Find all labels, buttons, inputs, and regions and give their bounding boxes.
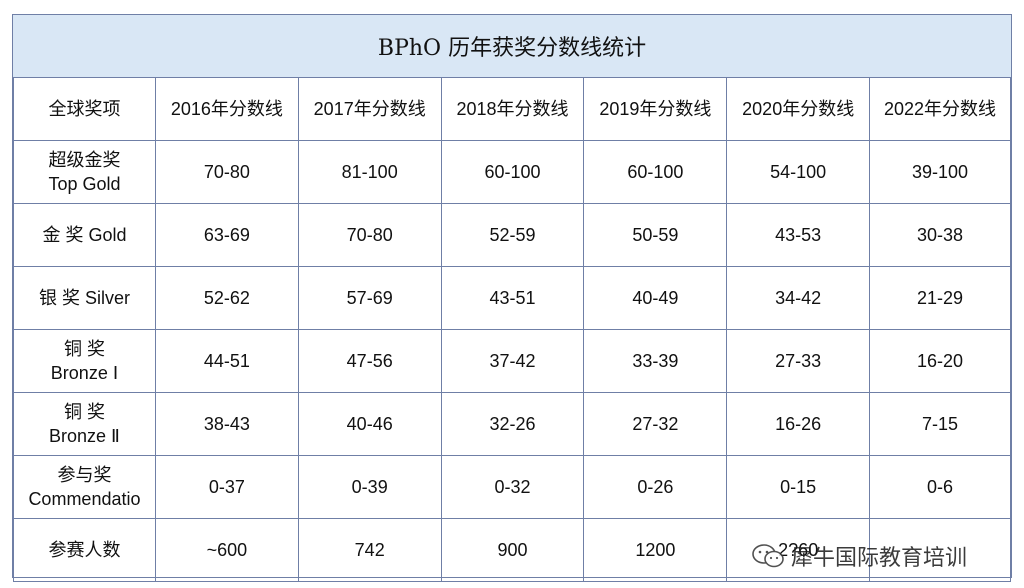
table-cell: 16-20 <box>869 329 1011 393</box>
table-title: BPhO 历年获奖分数线统计 <box>13 15 1011 78</box>
table-cell: 38-43 <box>154 392 299 456</box>
row-label: 铜 奖 Bronze Ⅱ <box>13 392 156 456</box>
column-header: 2022年分数线 <box>869 77 1011 141</box>
column-header: 2019年分数线 <box>583 77 728 141</box>
table-cell: 60-100 <box>440 140 585 204</box>
table-cell: 50-59 <box>583 203 728 267</box>
table-cell: 1200 <box>583 518 728 582</box>
table-row: 超级金奖 Top Gold 70-80 81-100 60-100 60-100 54-1… <box>13 140 1011 204</box>
table-cell: 52-62 <box>154 266 299 330</box>
table-cell: 16-26 <box>726 392 871 456</box>
table-cell: 742 <box>297 518 442 582</box>
row-label: 银 奖 Silver <box>13 266 156 330</box>
row-label-text: 超级金奖 Top Gold <box>48 149 121 194</box>
row-label-text: 银 奖 Silver <box>38 287 130 308</box>
table-cell: 39-100 <box>869 140 1011 204</box>
column-header: 2020年分数线 <box>726 77 871 141</box>
table-cell: 0-39 <box>297 455 442 519</box>
table-cell: 54-100 <box>726 140 871 204</box>
watermark: 犀牛国际教育培训 <box>751 540 967 572</box>
row-label-text: 参与奖 Commendatio <box>28 464 141 509</box>
table-cell: 60-100 <box>583 140 728 204</box>
table-cell: 900 <box>440 518 585 582</box>
row-label: 金 奖 Gold <box>13 203 156 267</box>
table-cell: 34-42 <box>726 266 871 330</box>
column-header: 2018年分数线 <box>440 77 585 141</box>
table-row: 参与奖 Commendatio 0-37 0-39 0-32 0-26 0-15 0-6 <box>13 455 1011 519</box>
table-cell: 0-32 <box>440 455 585 519</box>
table-cell: 81-100 <box>297 140 442 204</box>
row-label-text: 铜 奖 Bronze Ⅰ <box>50 338 119 383</box>
table-cell: 7-15 <box>869 392 1011 456</box>
row-label: 超级金奖 Top Gold <box>13 140 156 204</box>
row-label-text: 金 奖 Gold <box>42 224 127 245</box>
wechat-icon <box>752 544 784 568</box>
score-table: 全球奖项 2016年分数线 2017年分数线 2018年分数线 2019年分数线… <box>13 77 1011 582</box>
table-cell: 52-59 <box>440 203 585 267</box>
score-table-frame: BPhO 历年获奖分数线统计 全球奖项 2016年分数线 2017年分数线 20… <box>12 14 1012 582</box>
table-row: 铜 奖 Bronze Ⅱ 38-43 40-46 32-26 27-32 16-26 7-1… <box>13 392 1011 456</box>
table-cell: 0-26 <box>583 455 728 519</box>
table-cell: ~600 <box>154 518 299 582</box>
table-cell: 43-53 <box>726 203 871 267</box>
table-cell: 63-69 <box>154 203 299 267</box>
table-cell: 57-69 <box>297 266 442 330</box>
row-label: 参与奖 Commendatio <box>13 455 156 519</box>
table-cell: 40-49 <box>583 266 728 330</box>
table-cell: 43-51 <box>440 266 585 330</box>
table-cell: 21-29 <box>869 266 1011 330</box>
row-label-text: 参赛人数 <box>48 539 121 560</box>
table-cell: 37-42 <box>440 329 585 393</box>
table-cell: 0-6 <box>869 455 1011 519</box>
table-cell: 27-32 <box>583 392 728 456</box>
table-cell: 44-51 <box>154 329 299 393</box>
row-label: 铜 奖 Bronze Ⅰ <box>13 329 156 393</box>
table-row: 参赛人数 ~600 742 900 1200 2?60 <box>13 518 1011 582</box>
column-header: 2016年分数线 <box>154 77 299 141</box>
table-cell: 30-38 <box>869 203 1011 267</box>
table-cell: 40-46 <box>297 392 442 456</box>
table-row: 铜 奖 Bronze Ⅰ 44-51 47-56 37-42 33-39 27-33 16-… <box>13 329 1011 393</box>
table-cell: 70-80 <box>154 140 299 204</box>
table-row: 银 奖 Silver 52-62 57-69 43-51 40-49 34-42 21-29 <box>13 266 1011 330</box>
table-cell: 70-80 <box>297 203 442 267</box>
header-row: 全球奖项 2016年分数线 2017年分数线 2018年分数线 2019年分数线… <box>13 77 1011 141</box>
row-label-text: 铜 奖 Bronze Ⅱ <box>49 401 120 446</box>
column-header: 全球奖项 <box>13 77 156 141</box>
column-header: 2017年分数线 <box>297 77 442 141</box>
table-cell: 33-39 <box>583 329 728 393</box>
row-label: 参赛人数 <box>13 518 156 582</box>
table-cell: 27-33 <box>726 329 871 393</box>
table-cell: 0-15 <box>726 455 871 519</box>
table-cell: 47-56 <box>297 329 442 393</box>
watermark-text: 犀牛国际教育培训 <box>791 545 968 570</box>
table-cell: 32-26 <box>440 392 585 456</box>
table-cell: 0-37 <box>154 455 299 519</box>
table-row: 金 奖 Gold 63-69 70-80 52-59 50-59 43-53 30-38 <box>13 203 1011 267</box>
table-cell <box>869 518 1011 582</box>
